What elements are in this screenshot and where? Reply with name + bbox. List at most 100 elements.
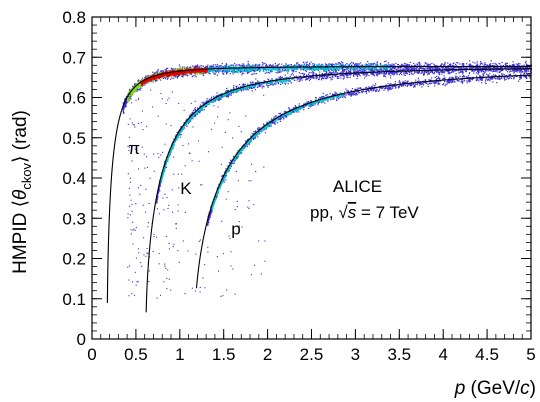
scatter-point — [432, 72, 434, 74]
scatter-point — [375, 64, 378, 67]
scatter-point — [214, 73, 217, 75]
scatter-point — [411, 67, 413, 69]
scatter-point — [154, 79, 156, 81]
scatter-point — [258, 64, 261, 66]
scatter-point — [206, 66, 209, 68]
scatter-point — [517, 65, 519, 67]
scatter-point — [358, 70, 360, 72]
scatter-point — [360, 67, 362, 70]
scatter-point — [499, 70, 501, 72]
scatter-point — [478, 69, 480, 72]
scatter-point — [431, 70, 434, 73]
scatter-point — [299, 65, 302, 67]
scatter-point — [329, 68, 331, 70]
scatter-point — [213, 72, 215, 74]
scatter-point — [225, 63, 227, 65]
scatter-point — [274, 63, 277, 65]
scatter-point — [344, 64, 347, 66]
scatter-point — [179, 136, 181, 138]
scatter-core-point — [301, 64, 304, 66]
scatter-core-point — [324, 70, 326, 72]
scatter-core-point — [289, 67, 292, 70]
scatter-point — [429, 63, 431, 65]
scatter-point — [504, 66, 506, 69]
scatter-core-point — [331, 69, 334, 72]
scatter-point — [210, 98, 212, 100]
scatter-point — [459, 70, 461, 72]
scatter-point — [325, 70, 328, 73]
scatter-point — [463, 64, 465, 66]
scatter-point — [417, 72, 420, 74]
scatter-point — [156, 70, 158, 72]
scatter-point — [385, 73, 387, 75]
scatter-point — [248, 71, 250, 74]
scatter-point — [134, 84, 136, 86]
scatter-point — [299, 65, 301, 67]
scatter-point — [385, 73, 388, 75]
scatter-point — [192, 75, 194, 77]
scatter-point — [431, 71, 434, 74]
scatter-point — [274, 80, 277, 82]
scatter-point — [249, 71, 251, 73]
scatter-point — [154, 72, 156, 74]
scatter-point — [441, 68, 444, 70]
scatter-core-point — [333, 67, 336, 70]
scatter-core-point — [233, 69, 235, 71]
scatter-point — [377, 69, 380, 71]
scatter-point — [525, 62, 527, 64]
scatter-point — [310, 67, 312, 69]
scatter-point — [346, 76, 348, 78]
scatter-point — [301, 77, 303, 79]
scatter-point — [528, 67, 531, 69]
scatter-point — [518, 69, 520, 72]
scatter-core-point — [249, 67, 251, 70]
scatter-point — [302, 68, 304, 71]
scatter-point — [310, 76, 312, 79]
scatter-point — [505, 69, 507, 71]
scatter-point — [358, 73, 360, 75]
scatter-point — [378, 73, 380, 75]
scatter-core-point — [197, 72, 199, 74]
scatter-point — [164, 70, 167, 72]
scatter-core-point — [247, 70, 249, 72]
scatter-point — [331, 72, 333, 74]
scatter-point — [436, 71, 438, 73]
scatter-point — [488, 65, 491, 67]
scatter-point — [322, 77, 324, 79]
scatter-point — [520, 71, 522, 73]
scatter-core-point — [311, 69, 313, 71]
scatter-point — [476, 61, 478, 63]
scatter-point — [526, 64, 528, 66]
scatter-point — [458, 72, 460, 74]
scatter-point — [482, 70, 484, 73]
scatter-core-point — [375, 68, 377, 71]
scatter-point — [400, 69, 403, 71]
scatter-point — [209, 65, 211, 67]
scatter-point — [496, 71, 498, 73]
scatter-point — [222, 65, 224, 68]
scatter-core-point — [319, 66, 322, 69]
scatter-point — [352, 63, 354, 65]
scatter-point — [256, 69, 258, 71]
scatter-point — [262, 63, 264, 65]
scatter-point — [383, 64, 385, 66]
scatter-point — [246, 65, 248, 67]
scatter-point — [277, 83, 280, 85]
scatter-point — [368, 74, 370, 77]
scatter-core-point — [210, 68, 212, 71]
scatter-point — [215, 99, 217, 101]
scatter-point — [401, 64, 403, 66]
scatter-point — [447, 71, 449, 73]
scatter-point — [412, 68, 414, 70]
scatter-point — [253, 84, 255, 87]
scatter-core-point — [332, 68, 335, 71]
scatter-point — [388, 72, 390, 74]
scatter-core-point — [137, 84, 140, 87]
scatter-point — [218, 97, 221, 100]
scatter-core-point — [263, 67, 266, 70]
scatter-point — [423, 71, 426, 73]
scatter-point — [261, 61, 264, 64]
scatter-point — [471, 68, 473, 70]
scatter-point — [396, 73, 398, 75]
scatter-point — [323, 70, 325, 72]
